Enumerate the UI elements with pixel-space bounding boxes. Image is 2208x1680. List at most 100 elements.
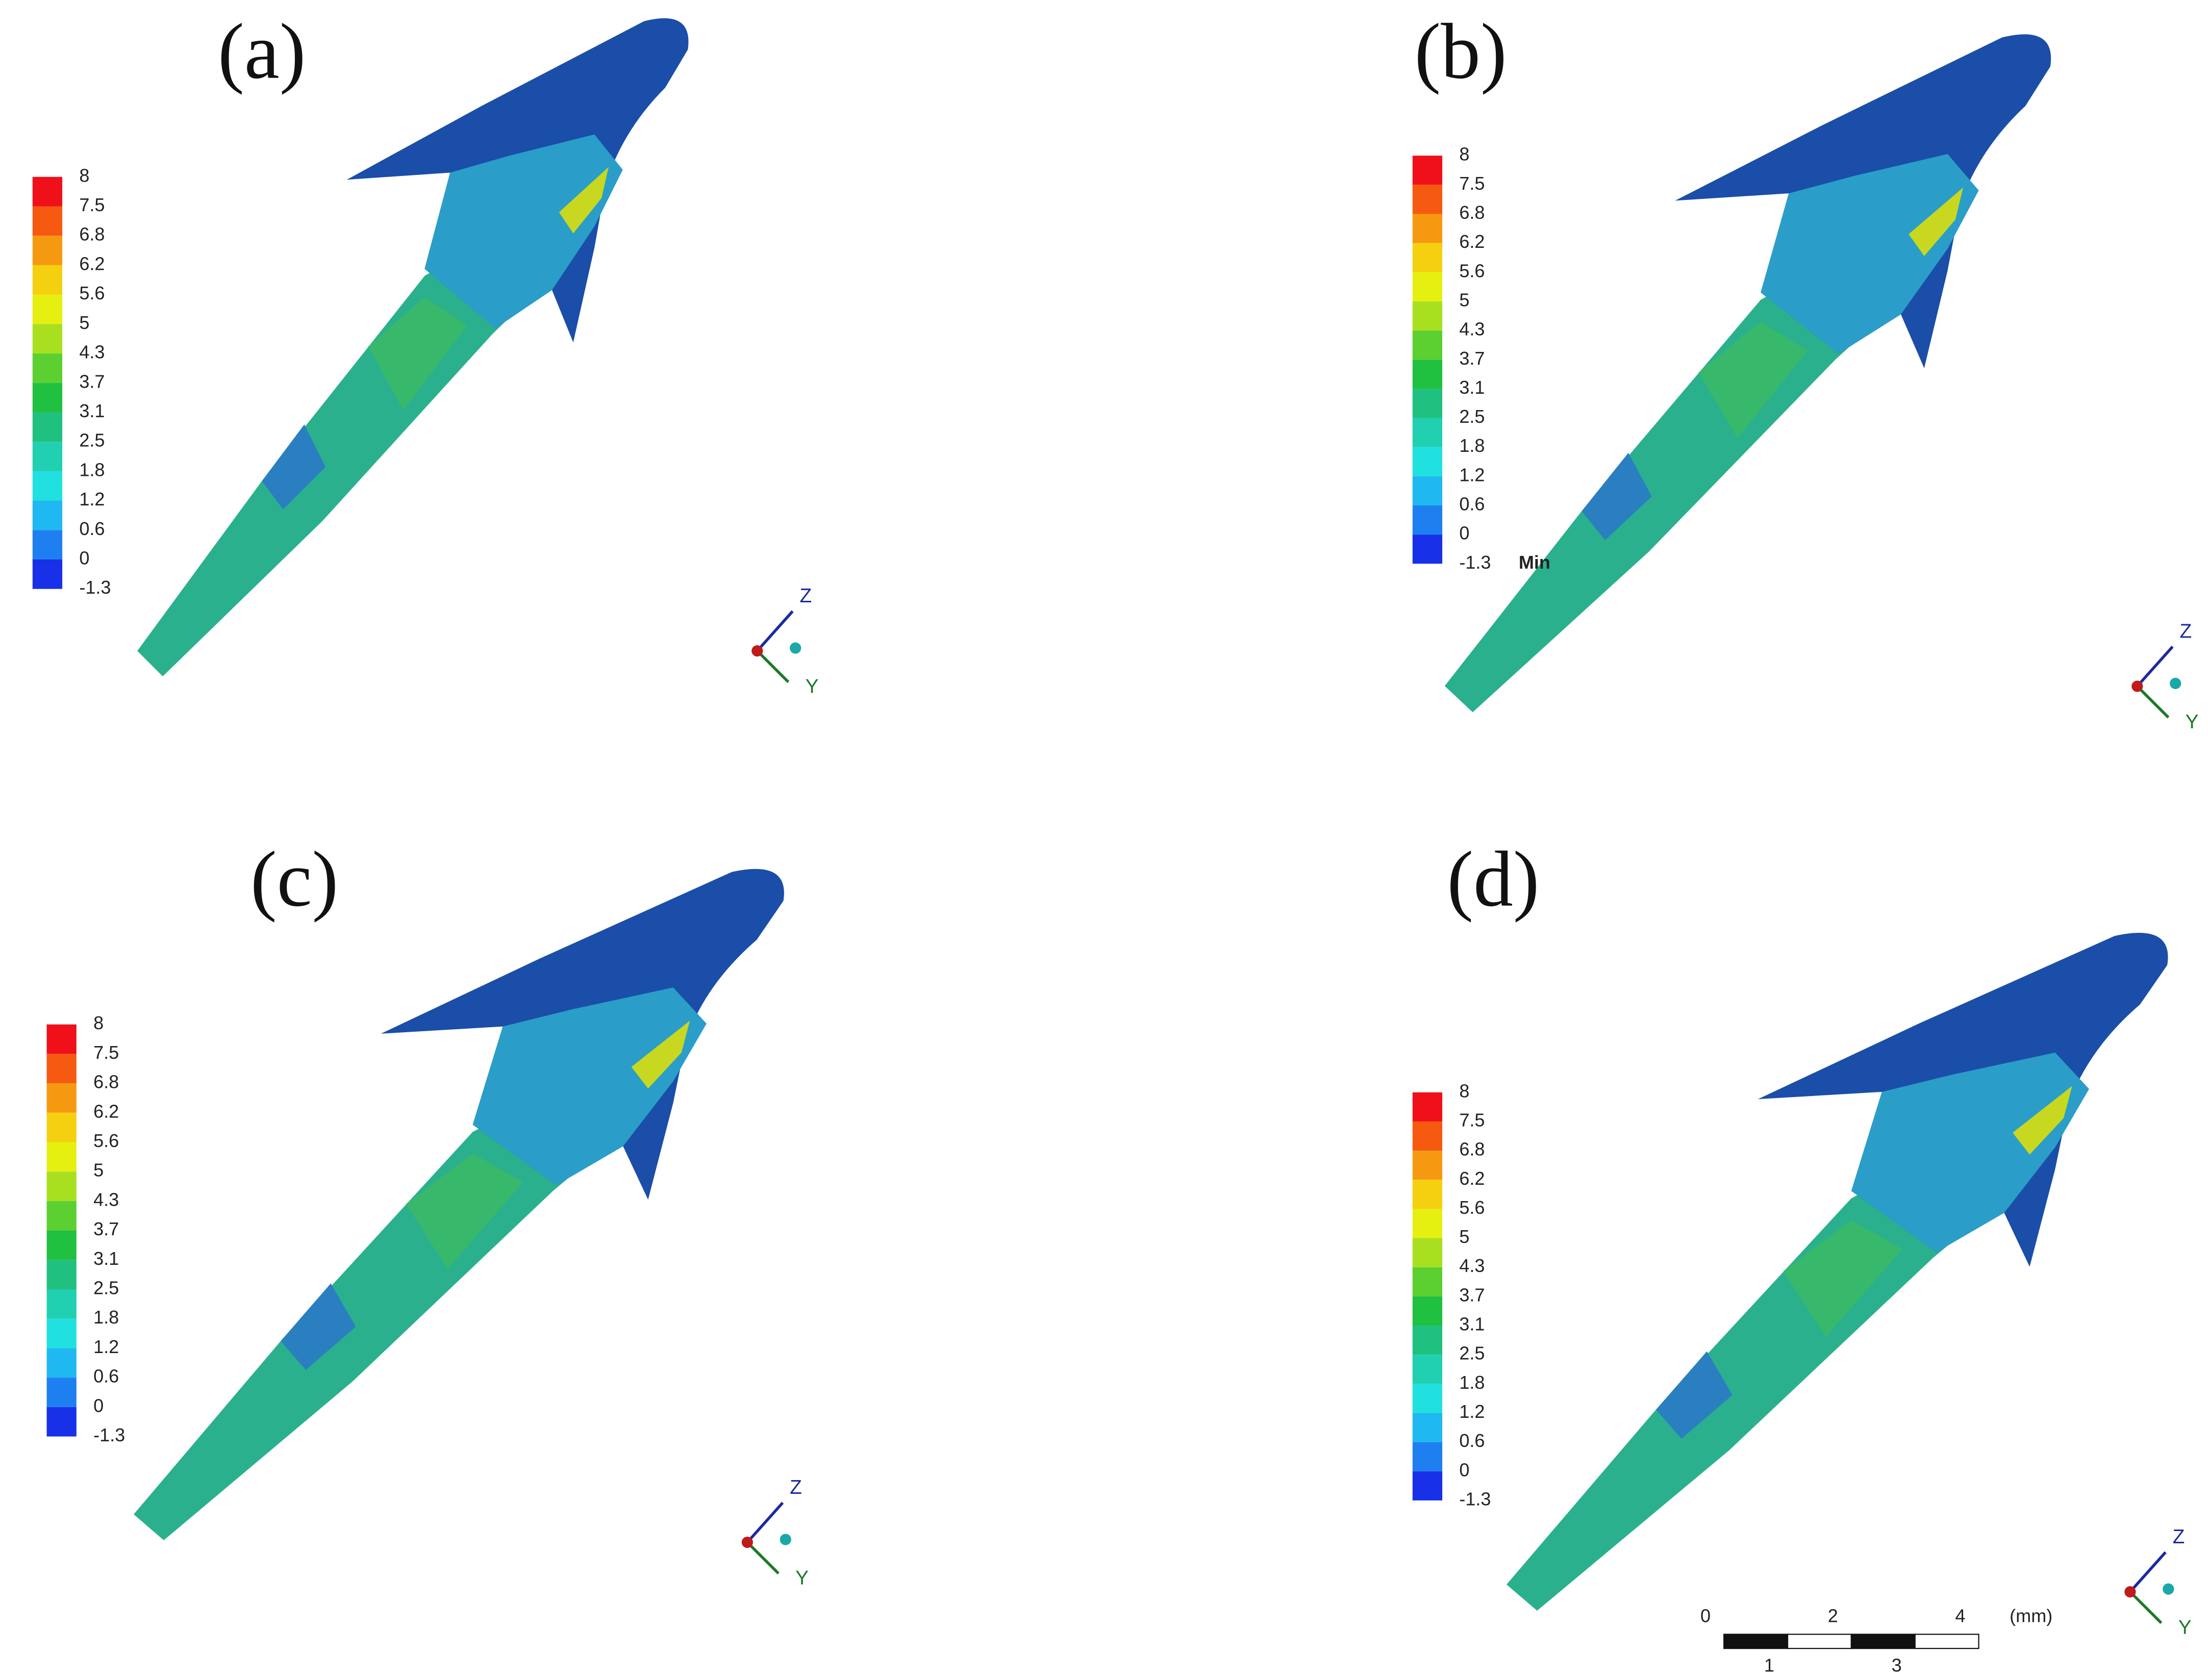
legend-swatch	[46, 1024, 77, 1054]
legend-swatch	[1412, 272, 1443, 301]
beam-dark	[1582, 452, 1652, 541]
view-ball	[780, 1534, 791, 1545]
legend-label: 3.7	[1459, 1284, 1485, 1305]
axis-y-label: Y	[2186, 711, 2199, 733]
axis-y	[2136, 685, 2170, 719]
legend-swatch	[32, 206, 63, 236]
panel-label: (b)	[1415, 8, 1507, 95]
panel: (a) 8 7.5 6.8 6.2 5.6 5 4.3 3.7 3.1 2.5 1.8 1.2 0.6 0 -…	[32, 8, 819, 698]
legend-label: 1.8	[1459, 1372, 1485, 1393]
legend-label: 8	[1459, 144, 1469, 165]
beam-mid	[1698, 321, 1808, 439]
legend-swatch	[1412, 476, 1443, 506]
legend-swatch	[1412, 447, 1443, 476]
legend-label: 1.2	[79, 489, 105, 510]
legend-swatch	[32, 559, 63, 589]
axis-y-label: Y	[795, 1567, 809, 1589]
legend-swatch	[1412, 1413, 1443, 1442]
legend-swatch	[1412, 1151, 1443, 1180]
legend-label: 0	[93, 1395, 104, 1416]
legend-swatch	[1412, 1384, 1443, 1413]
fea-model	[134, 869, 784, 1541]
panel: (b) 8 7.5 6.8 6.2 5.6 5 4.3 3.7 3.1 2.5 1.8 1.2 0.6 0 -…	[1412, 8, 2199, 733]
legend-swatch	[1412, 1121, 1443, 1151]
fea-model	[137, 18, 689, 677]
scale-unit: (mm)	[2010, 1606, 2052, 1626]
legend-label: 0	[1459, 523, 1469, 544]
scale-bar: 0 2 4 (mm) 1 3	[1700, 1606, 2052, 1676]
axis-z	[746, 1501, 784, 1543]
view-ball	[790, 642, 801, 654]
legend-label: 6.2	[1459, 1168, 1485, 1189]
legend-label: 4.3	[1459, 319, 1485, 340]
legend-label: 2.5	[79, 430, 105, 451]
legend-swatch	[46, 1407, 77, 1437]
axis-y-label: Y	[2178, 1617, 2192, 1639]
panel-label: (c)	[250, 835, 338, 923]
legend-label: 5.6	[93, 1130, 119, 1151]
fea-model	[1444, 34, 2051, 712]
legend-label: 5.6	[1459, 260, 1485, 281]
legend-label: 3.1	[93, 1248, 119, 1269]
legend-swatch	[32, 324, 63, 354]
axis-y	[756, 650, 790, 683]
axis-z-label: Z	[800, 585, 812, 607]
legend-label: 6.2	[79, 253, 105, 274]
legend-swatch	[1412, 418, 1443, 447]
legend-swatch	[46, 1172, 77, 1201]
legend-label: 5	[93, 1160, 104, 1181]
legend-swatch	[32, 265, 63, 295]
legend-label: -1.3	[93, 1424, 125, 1445]
legend-swatch	[32, 176, 63, 207]
axis-y	[746, 1541, 780, 1575]
axis-z	[756, 610, 794, 652]
legend-swatch	[32, 383, 63, 413]
legend-label: 6.2	[93, 1101, 119, 1122]
legend-label: 8	[79, 165, 89, 186]
legend-label: 0	[1459, 1459, 1469, 1480]
legend-swatch	[32, 294, 63, 324]
legend-label: 1.8	[79, 459, 105, 480]
legend-label: 2.5	[1459, 406, 1485, 427]
hot-spot	[2013, 1086, 2072, 1155]
legend-label: 3.1	[1459, 377, 1485, 398]
legend-label: 1.8	[93, 1307, 119, 1328]
scale-segment	[1914, 1634, 1979, 1649]
head-stress	[1851, 1052, 2089, 1253]
view-ball	[2170, 677, 2181, 690]
scale-label: 0	[1700, 1606, 1711, 1626]
legend-label: 1.2	[1459, 1401, 1485, 1422]
legend-label: 2.5	[1459, 1343, 1485, 1364]
legend-swatch	[46, 1289, 77, 1319]
legend-label: -1.3	[1459, 1488, 1491, 1509]
beam-dark	[281, 1283, 356, 1370]
legend-swatch	[46, 1054, 77, 1084]
legend-swatch	[1412, 1092, 1443, 1122]
legend-label: 6.2	[1459, 231, 1485, 252]
hot-spot	[559, 167, 609, 234]
legend-label: 7.5	[93, 1042, 119, 1063]
legend-label: 0.6	[79, 518, 105, 539]
legend-label: 1.8	[1459, 435, 1485, 456]
legend-label: 5	[79, 312, 89, 333]
axis-z-label: Z	[2180, 620, 2192, 642]
legend-label: 6.8	[1459, 202, 1485, 223]
legend-swatch	[46, 1260, 77, 1289]
scale-label: 2	[1828, 1606, 1838, 1626]
legend-label: 7.5	[1459, 1109, 1485, 1130]
legend-swatch	[1412, 1471, 1443, 1500]
beam-mid	[1783, 1220, 1902, 1337]
axis-z-label: Z	[790, 1477, 802, 1498]
scale-segment	[1850, 1634, 1916, 1649]
panel-label: (d)	[1447, 835, 1539, 923]
legend-swatch	[1412, 1267, 1443, 1296]
legend-label: 5.6	[79, 283, 105, 303]
legend-swatch	[46, 1083, 77, 1113]
axis-z	[2136, 646, 2174, 688]
legend-label: 0	[79, 548, 89, 569]
legend-swatch	[1412, 1209, 1443, 1238]
hot-spot	[1909, 187, 1964, 257]
legend-label: 5	[1459, 1226, 1469, 1247]
legend-label: 0.6	[1459, 494, 1485, 515]
legend-swatch	[1412, 156, 1443, 185]
